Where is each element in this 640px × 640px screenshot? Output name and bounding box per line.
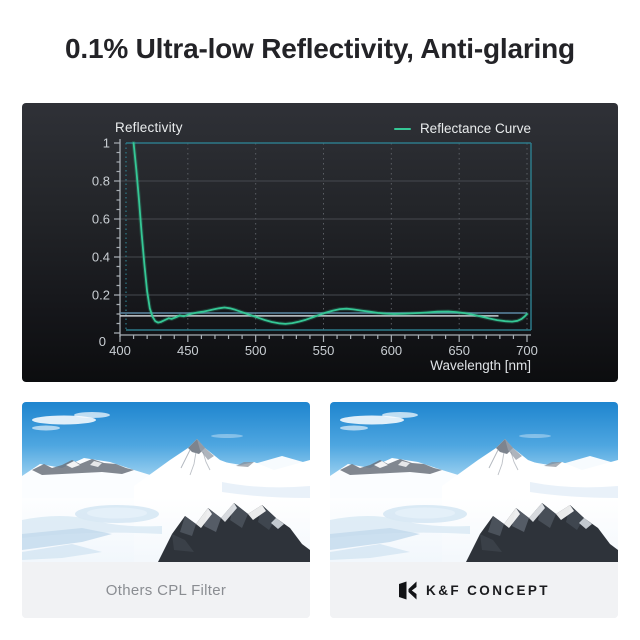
legend-label: Reflectance Curve: [419, 121, 531, 136]
chart-legend: Reflectance Curve: [393, 121, 531, 136]
svg-text:1: 1: [103, 136, 110, 151]
page-title: 0.1% Ultra-low Reflectivity, Anti-glarin…: [65, 33, 575, 64]
comparison-card-others: Others CPL Filter: [22, 402, 310, 618]
svg-text:500: 500: [245, 343, 267, 358]
chart-canvas: 0 0.2 0.4 0.6 0.8 1 400 450 500 550 600 650 700: [92, 136, 538, 359]
svg-text:0.8: 0.8: [92, 174, 110, 189]
svg-text:550: 550: [313, 343, 335, 358]
svg-text:0.2: 0.2: [92, 288, 110, 303]
caption-kf-label: K&F CONCEPT: [426, 582, 550, 598]
svg-text:450: 450: [177, 343, 199, 358]
svg-text:700: 700: [516, 343, 538, 358]
caption-kf: K&F CONCEPT: [330, 562, 618, 618]
caption-others-label: Others CPL Filter: [105, 581, 227, 599]
chart-y-axis-title: Reflectivity: [115, 120, 183, 135]
mountain-photo-kf: [330, 402, 618, 562]
caption-others: Others CPL Filter: [22, 562, 310, 618]
mountain-photo-others: [22, 402, 310, 562]
chart-panel: 0 0.2 0.4 0.6 0.8 1 400 450 500 550 600 650 700 Refl…: [22, 103, 618, 382]
legend-line-icon: [393, 127, 411, 131]
comparison-card-kf: K&F CONCEPT: [330, 402, 618, 618]
svg-text:0: 0: [99, 334, 106, 349]
svg-text:650: 650: [448, 343, 470, 358]
svg-text:600: 600: [380, 343, 402, 358]
svg-text:0.4: 0.4: [92, 250, 110, 265]
kf-concept-logo-icon: [399, 581, 417, 599]
svg-text:400: 400: [109, 343, 131, 358]
chart-x-axis-title: Wavelength [nm]: [430, 358, 531, 373]
svg-text:0.6: 0.6: [92, 212, 110, 227]
